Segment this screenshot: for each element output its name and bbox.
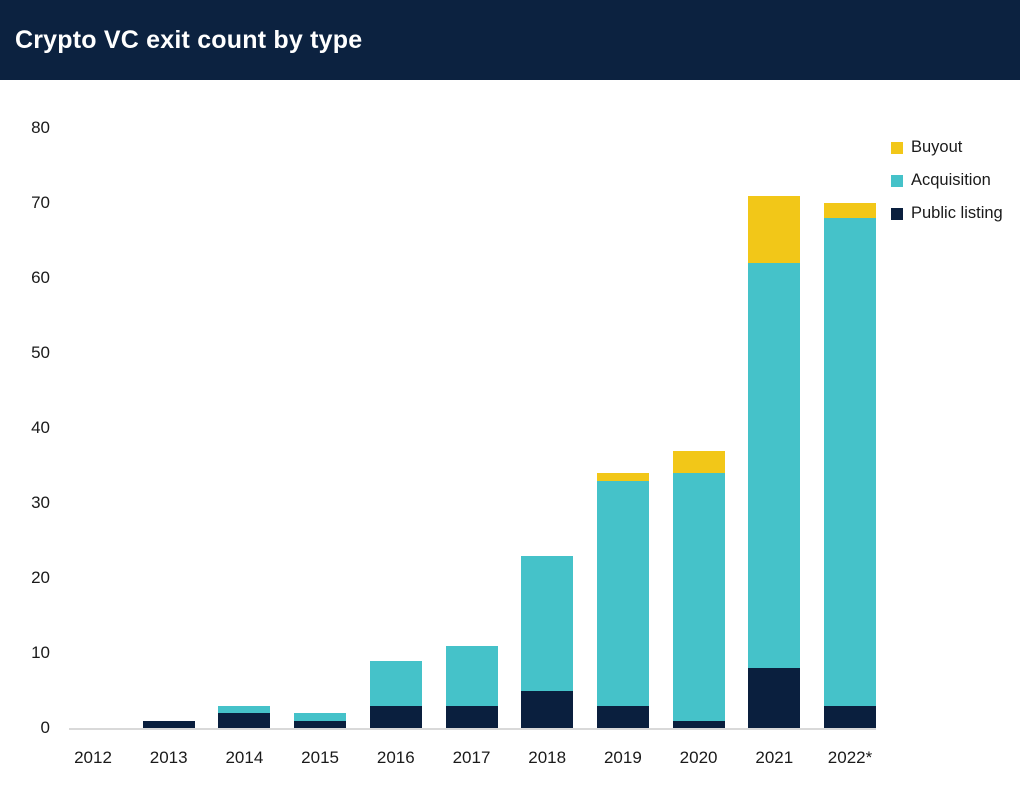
legend-item-acquisition: Acquisition — [891, 170, 1003, 191]
bar-segment-public-listing — [445, 705, 498, 728]
bar-segment-public-listing — [672, 720, 725, 728]
x-axis-label: 2012 — [74, 748, 112, 767]
y-axis-label: 80 — [31, 118, 50, 137]
x-axis-label: 2017 — [452, 748, 491, 767]
y-axis-label: 50 — [31, 343, 50, 362]
x-axis-label: 2019 — [603, 748, 642, 767]
bar-segment-acquisition — [369, 660, 422, 706]
bar-segment-public-listing — [369, 705, 422, 728]
y-axis-label: 20 — [31, 568, 50, 587]
bar-segment-acquisition — [748, 263, 801, 668]
bar-segment-buyout — [596, 473, 649, 481]
y-axis-label: 10 — [31, 643, 50, 662]
legend-item-buyout: Buyout — [891, 137, 1003, 158]
x-axis-label: 2013 — [149, 748, 188, 767]
legend: Buyout Acquisition Public listing — [891, 137, 1003, 224]
bar-segment-public-listing — [521, 690, 574, 728]
x-axis-label: 2021 — [755, 748, 794, 767]
bar-segment-acquisition — [445, 645, 498, 706]
bar-segment-acquisition — [521, 555, 574, 691]
bar-segment-buyout — [824, 203, 876, 218]
bar-segment-acquisition — [672, 473, 725, 721]
legend-swatch-icon — [891, 207, 903, 220]
chart-area: 0 10 20 30 40 50 60 70 80 2012 2013 2014 2015 2016 20… — [0, 80, 1020, 788]
legend-label: Buyout — [911, 138, 963, 156]
x-axis-label: 2018 — [528, 748, 567, 767]
bar-segment-public-listing — [596, 705, 649, 728]
x-axis-label: 2015 — [301, 748, 339, 767]
bar-segment-public-listing — [824, 705, 876, 728]
bar-segment-acquisition — [824, 218, 876, 706]
legend-item-public-listing: Public listing — [891, 203, 1003, 224]
bar-segment-public-listing — [748, 668, 801, 728]
y-axis-label: 30 — [31, 493, 50, 512]
y-axis-label: 40 — [31, 418, 50, 437]
bar-segment-acquisition — [596, 480, 649, 706]
bar-segment-acquisition — [218, 705, 271, 713]
x-axis-label: 2016 — [376, 748, 415, 767]
bar-segment-public-listing — [142, 720, 195, 728]
x-axis-label: 2014 — [225, 748, 264, 767]
bar-segment-buyout — [672, 450, 725, 473]
y-axis-label: 0 — [40, 718, 50, 737]
bar-segment-public-listing — [294, 720, 347, 728]
bar-segment-buyout — [748, 195, 801, 263]
y-axis-label: 60 — [31, 268, 50, 287]
legend-swatch-icon — [891, 141, 903, 154]
y-axis-label: 70 — [31, 193, 50, 212]
header-bar: Crypto VC exit count by type — [0, 0, 1020, 80]
legend-swatch-icon — [891, 174, 903, 187]
bar-segment-acquisition — [294, 713, 347, 721]
x-axis-label: 2022* — [827, 748, 873, 767]
x-axis-label: 2020 — [679, 748, 718, 767]
legend-label: Public listing — [911, 204, 1003, 222]
legend-label: Acquisition — [911, 171, 991, 189]
page-title: Crypto VC exit count by type — [15, 25, 363, 54]
bar-segment-public-listing — [218, 713, 271, 728]
x-axis-line — [69, 728, 876, 730]
